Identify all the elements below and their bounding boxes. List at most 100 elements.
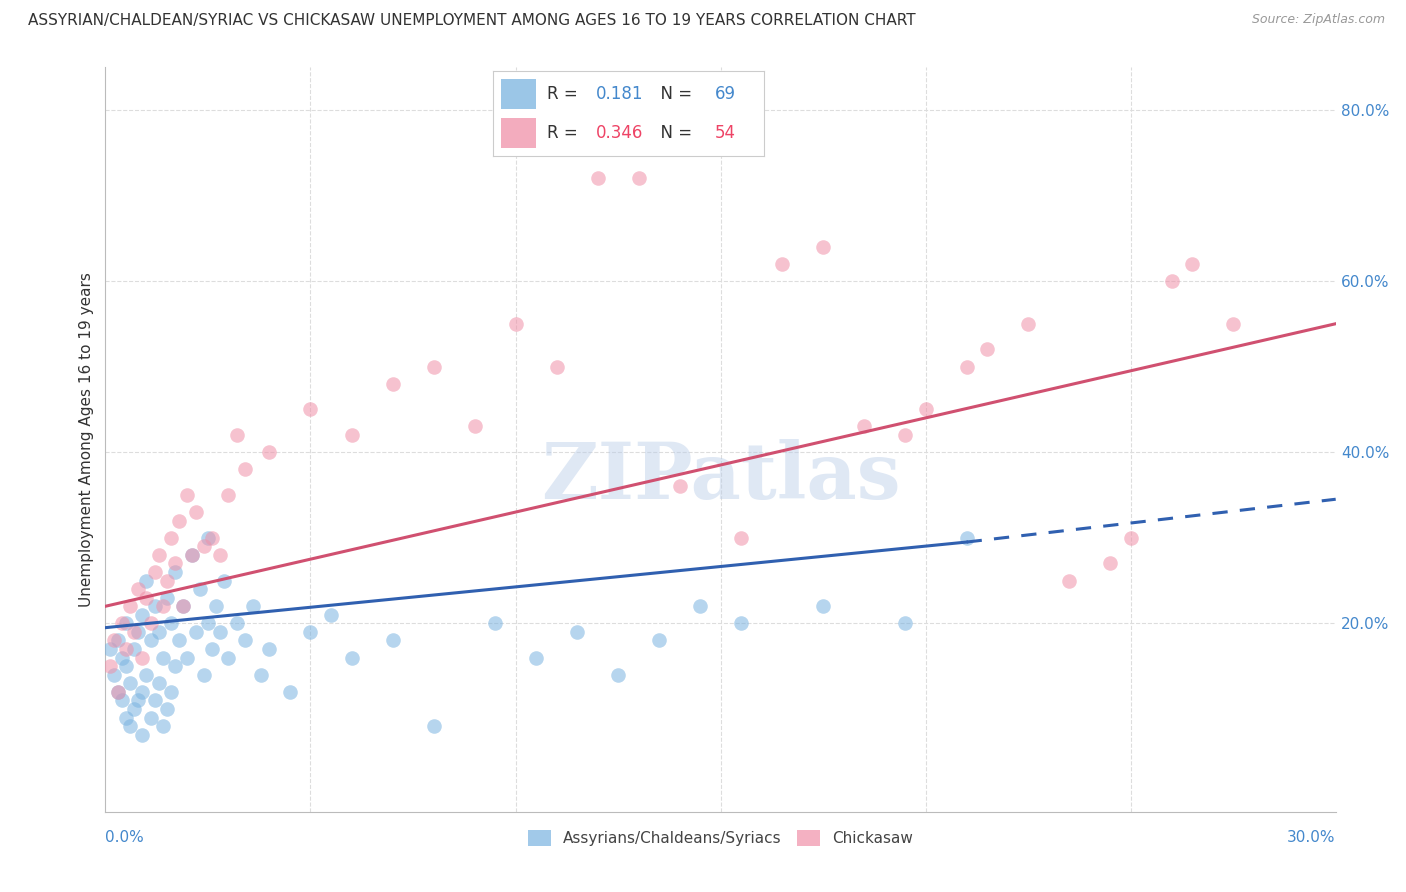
Point: [135, 667, 157, 681]
Point: [811, 599, 834, 614]
Point: [770, 257, 793, 271]
Point: [107, 685, 129, 699]
Point: [193, 667, 215, 681]
Point: [340, 650, 363, 665]
Text: ASSYRIAN/CHALDEAN/SYRIAC VS CHICKASAW UNEMPLOYMENT AMONG AGES 16 TO 19 YEARS COR: ASSYRIAN/CHALDEAN/SYRIAC VS CHICKASAW UN…: [28, 13, 915, 29]
Point: [131, 685, 153, 699]
Point: [143, 565, 166, 579]
Point: [484, 616, 506, 631]
Point: [103, 633, 125, 648]
Point: [165, 565, 187, 579]
Point: [193, 539, 215, 553]
Point: [98, 659, 121, 673]
Point: [139, 633, 162, 648]
Point: [152, 650, 174, 665]
Point: [115, 616, 138, 631]
Point: [197, 616, 219, 631]
Point: [120, 719, 141, 733]
Point: [156, 574, 179, 588]
Point: [107, 685, 129, 699]
Point: [914, 402, 936, 417]
Point: [1160, 274, 1182, 288]
Point: [111, 650, 134, 665]
Point: [103, 667, 125, 681]
Legend: Assyrians/Chaldeans/Syriacs, Chickasaw: Assyrians/Chaldeans/Syriacs, Chickasaw: [522, 824, 920, 853]
Text: 0.0%: 0.0%: [105, 830, 145, 846]
Point: [148, 548, 170, 562]
Point: [209, 624, 232, 639]
Point: [422, 719, 444, 733]
Point: [1099, 557, 1122, 571]
Point: [165, 659, 187, 673]
Point: [1222, 317, 1244, 331]
Point: [209, 548, 232, 562]
Point: [115, 710, 138, 724]
Point: [148, 676, 170, 690]
Point: [894, 428, 917, 442]
Text: Source: ZipAtlas.com: Source: ZipAtlas.com: [1251, 13, 1385, 27]
Point: [586, 171, 609, 186]
Text: ZIPatlas: ZIPatlas: [541, 439, 900, 515]
Point: [115, 659, 138, 673]
Point: [422, 359, 444, 374]
Point: [853, 419, 876, 434]
Point: [152, 719, 174, 733]
Point: [242, 599, 264, 614]
Point: [319, 607, 342, 622]
Point: [122, 702, 145, 716]
Point: [172, 599, 194, 614]
Point: [120, 599, 141, 614]
Point: [184, 624, 207, 639]
Point: [172, 599, 194, 614]
Point: [524, 650, 547, 665]
Point: [976, 343, 998, 357]
Point: [120, 676, 141, 690]
Point: [299, 624, 322, 639]
Point: [156, 591, 179, 605]
Point: [340, 428, 363, 442]
Point: [176, 488, 198, 502]
Point: [111, 616, 134, 631]
Point: [225, 428, 247, 442]
Point: [165, 557, 187, 571]
Point: [188, 582, 211, 596]
Point: [565, 624, 588, 639]
Point: [464, 419, 486, 434]
Point: [233, 462, 256, 476]
Point: [1017, 317, 1039, 331]
Point: [122, 642, 145, 657]
Point: [668, 479, 690, 493]
Point: [127, 693, 149, 707]
Point: [259, 642, 281, 657]
Point: [98, 642, 121, 657]
Point: [111, 693, 134, 707]
Point: [160, 685, 183, 699]
Point: [115, 642, 138, 657]
Point: [259, 445, 281, 459]
Point: [131, 607, 153, 622]
Point: [131, 650, 153, 665]
Point: [505, 317, 527, 331]
Point: [180, 548, 202, 562]
Point: [1119, 531, 1142, 545]
Point: [152, 599, 174, 614]
Point: [956, 359, 979, 374]
Point: [169, 514, 191, 528]
Point: [381, 376, 404, 391]
Y-axis label: Unemployment Among Ages 16 to 19 years: Unemployment Among Ages 16 to 19 years: [79, 272, 94, 607]
Point: [205, 599, 228, 614]
Point: [218, 650, 240, 665]
Point: [811, 240, 834, 254]
Point: [218, 488, 240, 502]
Point: [143, 693, 166, 707]
Point: [156, 702, 179, 716]
Point: [127, 582, 149, 596]
Point: [1057, 574, 1080, 588]
Point: [381, 633, 404, 648]
Point: [627, 171, 650, 186]
Point: [122, 624, 145, 639]
Point: [607, 667, 630, 681]
Point: [169, 633, 191, 648]
Point: [233, 633, 256, 648]
Point: [648, 633, 671, 648]
